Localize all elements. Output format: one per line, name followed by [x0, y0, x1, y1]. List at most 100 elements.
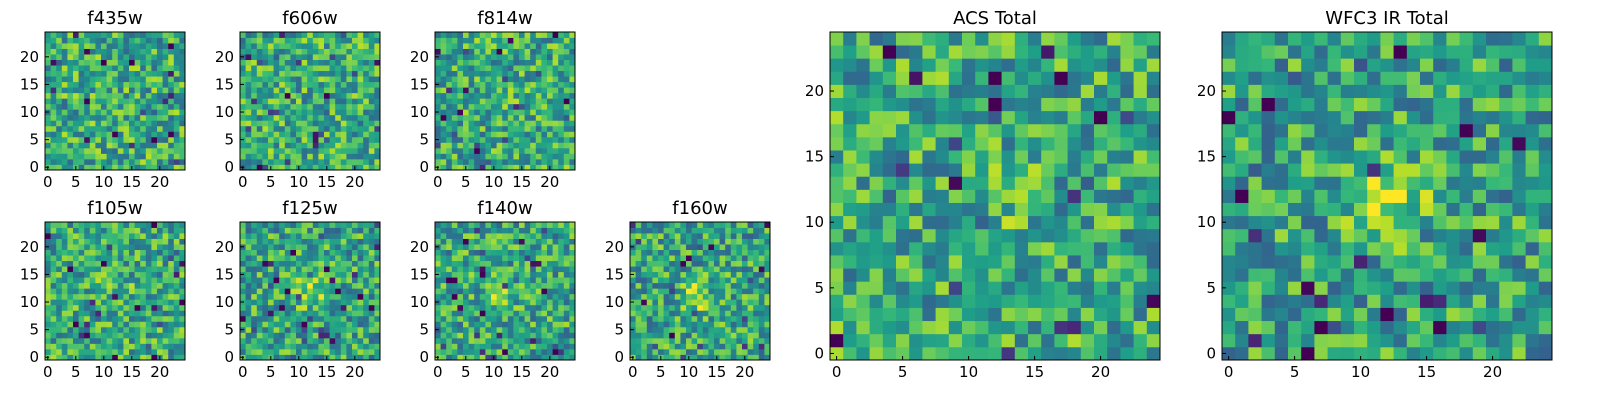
- heatmap-cell: [312, 65, 319, 72]
- heatmap-cell: [513, 332, 520, 339]
- heatmap-cell: [61, 332, 68, 339]
- heatmap-cell: [535, 131, 542, 138]
- y-tick-label: 0: [224, 158, 234, 176]
- heatmap-cell: [641, 348, 648, 355]
- heatmap-cell: [658, 277, 664, 284]
- heatmap-cell: [112, 326, 119, 333]
- heatmap-cell: [496, 266, 503, 273]
- heatmap-cell: [268, 92, 274, 99]
- heatmap-cell: [168, 65, 175, 72]
- heatmap-cell: [245, 103, 252, 110]
- heatmap-cell: [530, 288, 537, 295]
- heatmap-cell: [541, 266, 548, 273]
- heatmap-cell: [179, 266, 186, 273]
- heatmap-cell: [157, 98, 163, 105]
- heatmap-cell: [162, 70, 169, 77]
- heatmap-cell: [830, 346, 844, 361]
- heatmap-cell: [368, 343, 375, 350]
- heatmap-cell: [340, 76, 347, 83]
- heatmap-cell: [1041, 281, 1055, 295]
- heatmap-cell: [290, 227, 297, 234]
- heatmap-cell: [547, 315, 553, 322]
- heatmap-cell: [435, 332, 441, 339]
- heatmap-cell: [507, 299, 514, 306]
- heatmap-cell: [552, 282, 559, 289]
- heatmap-cell: [273, 153, 280, 160]
- heatmap-cell: [479, 238, 486, 245]
- heatmap-cell: [547, 76, 553, 83]
- heatmap-cell: [513, 48, 520, 55]
- heatmap-cell: [1028, 281, 1042, 295]
- heatmap-cell: [547, 233, 553, 239]
- heatmap-cell: [669, 244, 676, 250]
- heatmap-cell: [61, 321, 68, 328]
- heatmap-cell: [50, 92, 57, 99]
- heatmap-cell: [173, 326, 180, 333]
- heatmap-cell: [457, 304, 464, 311]
- heatmap-cell: [1054, 189, 1068, 203]
- heatmap-cell: [635, 271, 642, 278]
- heatmap-cell: [312, 282, 319, 289]
- heatmap-cell: [301, 282, 308, 289]
- heatmap-cell: [558, 222, 565, 228]
- heatmap-cell: [569, 54, 576, 60]
- heatmap-cell: [179, 125, 186, 132]
- heatmap-cell: [279, 304, 286, 311]
- heatmap-cell: [563, 54, 570, 60]
- heatmap-cell: [485, 87, 492, 94]
- heatmap-cell: [129, 282, 135, 289]
- heatmap-cell: [674, 321, 681, 328]
- heatmap-cell: [558, 266, 565, 273]
- heatmap-cell: [106, 131, 113, 138]
- heatmap-cell: [117, 299, 124, 306]
- heatmap-cell: [674, 304, 681, 311]
- heatmap-cell: [307, 125, 314, 132]
- heatmap-cell: [882, 241, 897, 256]
- heatmap-cell: [67, 277, 74, 284]
- heatmap-cell: [451, 131, 458, 138]
- heatmap-cell: [513, 125, 520, 132]
- heatmap-cell: [73, 37, 79, 44]
- heatmap-cell: [547, 120, 553, 127]
- heatmap-cell: [507, 238, 514, 245]
- heatmap-cell: [45, 32, 51, 38]
- heatmap-cell: [1028, 294, 1042, 308]
- heatmap-cell: [335, 255, 342, 262]
- heatmap-cell: [251, 244, 258, 250]
- heatmap-cell: [368, 299, 375, 306]
- heatmap-cell: [61, 222, 68, 228]
- heatmap-cell: [301, 227, 308, 234]
- heatmap-cell: [463, 332, 469, 339]
- heatmap-cell: [357, 282, 364, 289]
- heatmap-cell: [312, 354, 319, 361]
- heatmap-cell: [496, 70, 503, 77]
- heatmap-cell: [463, 103, 469, 110]
- heatmap-cell: [658, 304, 664, 311]
- heatmap-cell: [524, 109, 531, 116]
- heatmap-cell: [145, 37, 152, 44]
- heatmap-cell: [117, 136, 124, 143]
- heatmap-cell: [329, 131, 336, 138]
- heatmap-cell: [324, 37, 330, 44]
- heatmap-cell: [519, 255, 525, 262]
- heatmap-cell: [719, 315, 726, 322]
- heatmap-cell: [352, 48, 358, 55]
- heatmap-cell: [440, 304, 447, 311]
- heatmap-cell: [635, 337, 642, 344]
- heatmap-cell: [563, 332, 570, 339]
- heatmap-cell: [513, 315, 520, 322]
- heatmap-cell: [162, 131, 169, 138]
- heatmap-cell: [357, 70, 364, 77]
- heatmap-cell: [123, 164, 130, 171]
- heatmap-cell: [669, 310, 676, 317]
- heatmap-cell: [240, 125, 246, 132]
- heatmap-cell: [435, 87, 441, 94]
- heatmap-cell: [630, 332, 636, 339]
- heatmap-cell: [535, 266, 542, 273]
- heatmap-cell: [251, 147, 258, 154]
- heatmap-cell: [552, 266, 559, 273]
- heatmap-cell: [513, 249, 520, 256]
- heatmap-cell: [519, 158, 525, 165]
- heatmap-cell: [329, 32, 336, 38]
- heatmap-cell: [547, 136, 553, 143]
